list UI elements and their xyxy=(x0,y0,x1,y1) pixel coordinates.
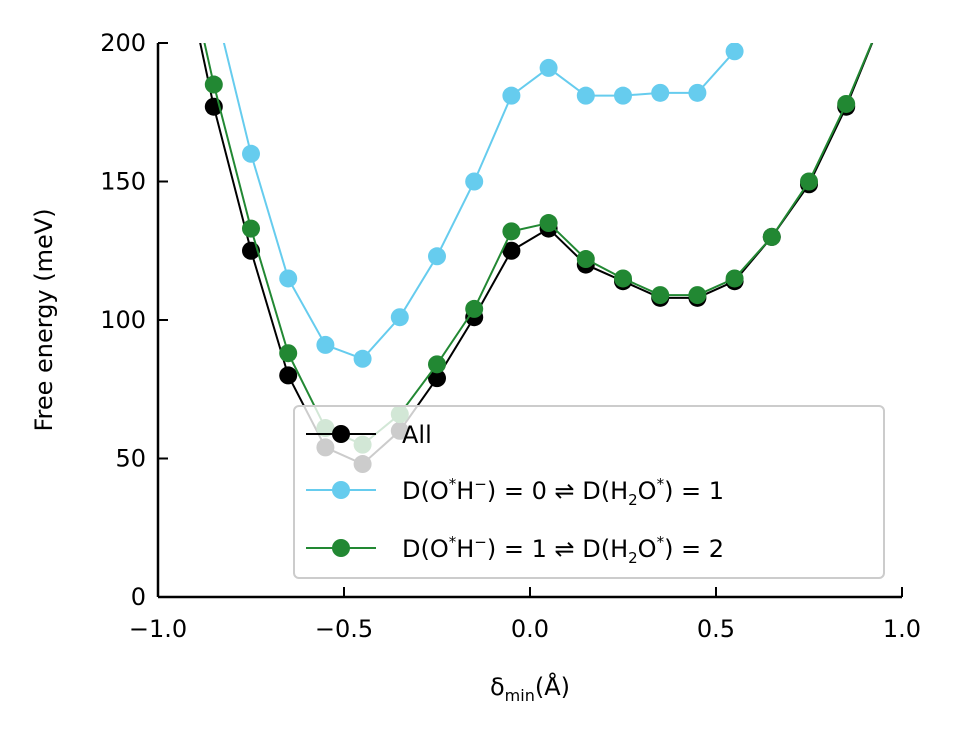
y-tick-label: 50 xyxy=(115,445,146,473)
data-point xyxy=(353,349,372,368)
legend: All D(O*H−) = 0 ⇌ D(H2O*) = 1 D(O*H−) = … xyxy=(293,405,885,579)
series-line-2 xyxy=(203,43,873,446)
x-tick-label: 0.5 xyxy=(697,615,735,643)
legend-label-d1: D(O*H−) = 1 ⇌ D(H2O*) = 2 xyxy=(402,533,724,567)
y-axis-label: Free energy (meV) xyxy=(30,208,58,431)
x-axis-label: δmin(Å) xyxy=(490,672,570,705)
data-point xyxy=(651,83,670,102)
ticks: −1.0 −0.5 0.0 0.5 1.0 0 50 100 150 200 xyxy=(100,29,921,643)
data-point xyxy=(539,58,558,77)
data-point xyxy=(428,355,446,374)
data-point xyxy=(242,219,260,238)
legend-label-d0: D(O*H−) = 0 ⇌ D(H2O*) = 1 xyxy=(402,475,724,509)
x-tick-label: −0.5 xyxy=(315,615,373,643)
series-2 xyxy=(203,6,892,454)
series-layer xyxy=(199,0,892,474)
data-point xyxy=(614,86,632,105)
x-tick-label: 0.0 xyxy=(511,615,549,643)
series-1 xyxy=(205,0,744,368)
legend-label-all: All xyxy=(402,421,432,449)
legend-marker-all xyxy=(332,425,350,443)
data-point xyxy=(279,344,298,363)
data-point xyxy=(502,222,521,241)
data-point xyxy=(614,269,632,288)
data-point xyxy=(874,6,892,24)
data-point xyxy=(204,75,223,94)
legend-box xyxy=(293,405,885,579)
data-point xyxy=(242,144,260,163)
data-point xyxy=(390,308,409,327)
data-point xyxy=(688,83,707,102)
data-point xyxy=(576,86,595,105)
data-point xyxy=(576,250,595,269)
data-point xyxy=(837,94,856,113)
data-point xyxy=(502,241,521,260)
legend-marker-d1 xyxy=(332,539,350,557)
x-axis-label-symbol: δ xyxy=(490,673,505,701)
series-line-1 xyxy=(222,43,736,360)
x-tick-label: −1.0 xyxy=(129,615,187,643)
data-point xyxy=(725,43,744,61)
data-point xyxy=(279,366,298,385)
x-axis-label-unit: (Å) xyxy=(535,672,570,701)
data-point xyxy=(465,299,484,318)
legend-marker-d0 xyxy=(332,481,350,499)
data-point xyxy=(316,335,335,354)
data-point xyxy=(539,214,558,233)
data-point xyxy=(725,269,744,288)
data-point xyxy=(279,269,298,288)
y-tick-label: 0 xyxy=(131,583,146,611)
data-point xyxy=(874,6,892,24)
data-point xyxy=(205,0,223,10)
data-point xyxy=(502,86,521,105)
y-tick-label: 100 xyxy=(100,306,146,334)
data-point xyxy=(800,172,818,191)
x-tick-label: 1.0 xyxy=(883,615,921,643)
data-point xyxy=(465,172,484,191)
data-point xyxy=(428,247,446,266)
y-tick-label: 150 xyxy=(100,168,146,196)
data-point xyxy=(762,227,781,246)
x-axis-label-subscript: min xyxy=(505,686,535,705)
data-point xyxy=(651,286,670,305)
data-point xyxy=(688,286,707,305)
y-tick-label: 200 xyxy=(100,29,146,57)
data-point xyxy=(428,369,446,388)
